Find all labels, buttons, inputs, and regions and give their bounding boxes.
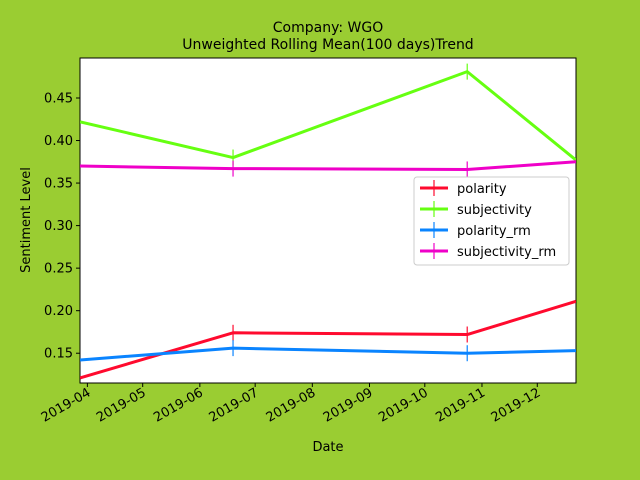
y-axis-label: Sentiment Level <box>19 167 34 273</box>
legend-label-polarity_rm: polarity_rm <box>457 224 531 239</box>
x-tick-label: 2019-05 <box>94 385 149 425</box>
chart-title: Company: WGO <box>273 20 383 36</box>
x-tick-label: 2019-12 <box>489 385 544 425</box>
y-tick-label: 0.15 <box>44 347 73 362</box>
x-tick-label: 2019-09 <box>321 385 376 425</box>
legend-box <box>413 176 570 266</box>
y-tick-label: 0.35 <box>44 177 73 192</box>
legend-label-polarity: polarity <box>457 182 507 197</box>
y-axis: 0.15 0.20 0.25 0.30 0.35 0.40 0.45 <box>44 91 80 362</box>
series-line-subjectivity <box>80 70 576 162</box>
y-tick-label: 0.25 <box>44 262 73 277</box>
x-tick-label: 2019-10 <box>376 385 431 425</box>
legend-label-subjectivity_rm: subjectivity_rm <box>457 245 556 260</box>
y-tick-label: 0.40 <box>44 134 73 149</box>
series-line-polarity_rm <box>80 346 576 362</box>
series-line-subjectivity_rm <box>80 160 576 171</box>
x-tick-label: 2019-11 <box>433 385 488 425</box>
y-tick-label: 0.20 <box>44 304 73 319</box>
x-axis: 2019-04 2019-05 2019-06 2019-07 2019-08 2019-… <box>39 383 543 426</box>
x-tick-label: 2019-08 <box>264 385 319 425</box>
legend: polarity subjectivity polarity_rm subjectiv… <box>413 176 570 266</box>
series-layer <box>80 63 576 380</box>
chart-subtitle: Unweighted Rolling Mean(100 days)Trend <box>182 37 473 53</box>
x-tick-label: 2019-06 <box>151 385 206 425</box>
x-tick-label: 2019-04 <box>39 385 94 425</box>
y-tick-label: 0.30 <box>44 219 73 234</box>
x-axis-label: Date <box>312 440 343 455</box>
x-tick-label: 2019-07 <box>207 385 262 425</box>
y-tick-label: 0.45 <box>44 91 73 106</box>
legend-label-subjectivity: subjectivity <box>457 203 532 218</box>
